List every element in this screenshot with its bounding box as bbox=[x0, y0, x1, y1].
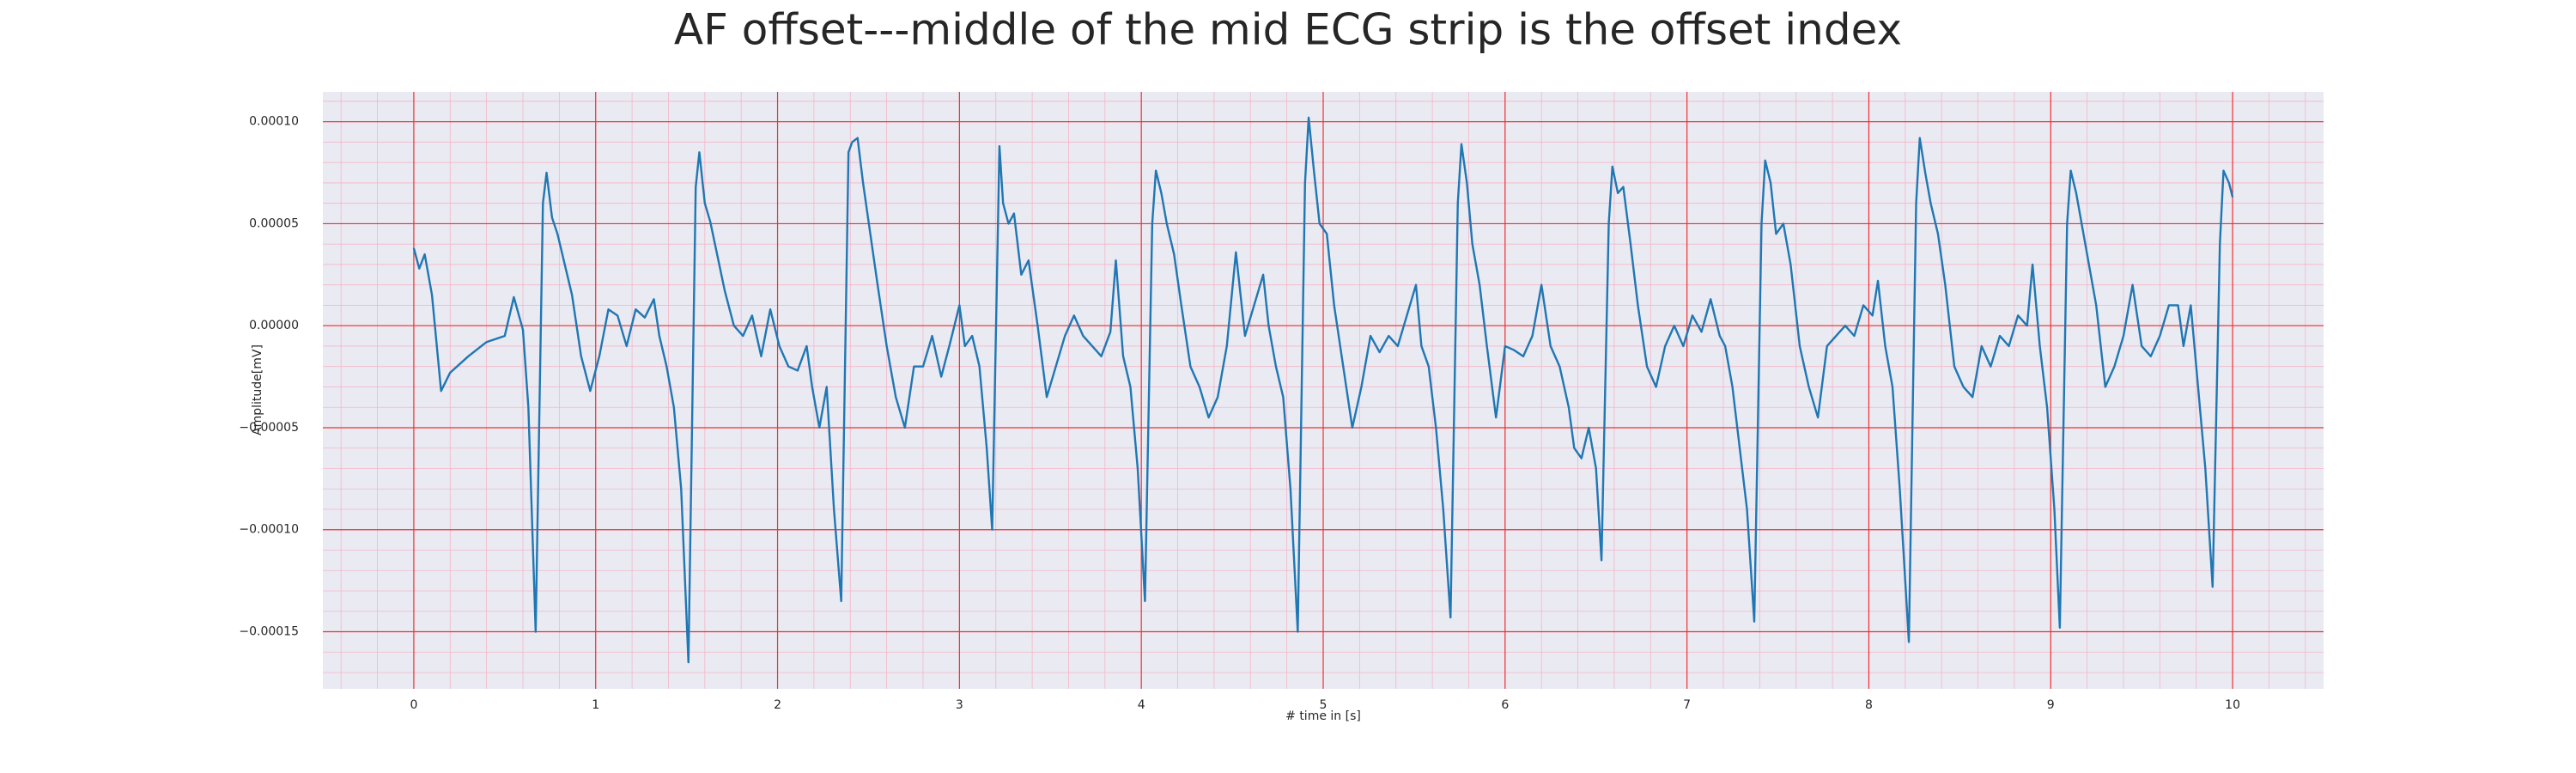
x-tick-label: 3 bbox=[956, 698, 963, 712]
y-tick-label: −0.00010 bbox=[239, 523, 299, 537]
x-tick-label: 7 bbox=[1683, 698, 1691, 712]
y-tick-label: 0.00000 bbox=[249, 319, 299, 332]
chart-title: AF offset---middle of the mid ECG strip … bbox=[674, 5, 1902, 55]
y-tick-label: 0.00010 bbox=[249, 115, 299, 129]
x-tick-label: 1 bbox=[592, 698, 599, 712]
grid: 0 1 2 3 4 5 6 7 8 9 10 −0.00015 −0.00010 −0.00005 0.00… bbox=[239, 92, 2324, 712]
x-tick-label: 4 bbox=[1138, 698, 1145, 712]
y-axis-label: Amplitude[mV] bbox=[251, 344, 264, 435]
x-tick-label: 8 bbox=[1865, 698, 1873, 712]
y-tick-label: 0.00005 bbox=[249, 216, 299, 230]
x-tick-label: 0 bbox=[410, 698, 417, 712]
x-tick-label: 10 bbox=[2225, 698, 2240, 712]
x-axis-label: # time in [s] bbox=[1285, 709, 1361, 723]
ecg-line bbox=[412, 116, 2234, 664]
x-tick-label: 2 bbox=[774, 698, 781, 712]
x-tick-label: 5 bbox=[1320, 698, 1327, 712]
marks bbox=[412, 116, 2234, 664]
y-tick-label: −0.00015 bbox=[239, 624, 299, 638]
x-tick-label: 6 bbox=[1501, 698, 1509, 712]
x-tick-label: 9 bbox=[2047, 698, 2055, 712]
y-tick-label: −0.00005 bbox=[239, 421, 299, 435]
